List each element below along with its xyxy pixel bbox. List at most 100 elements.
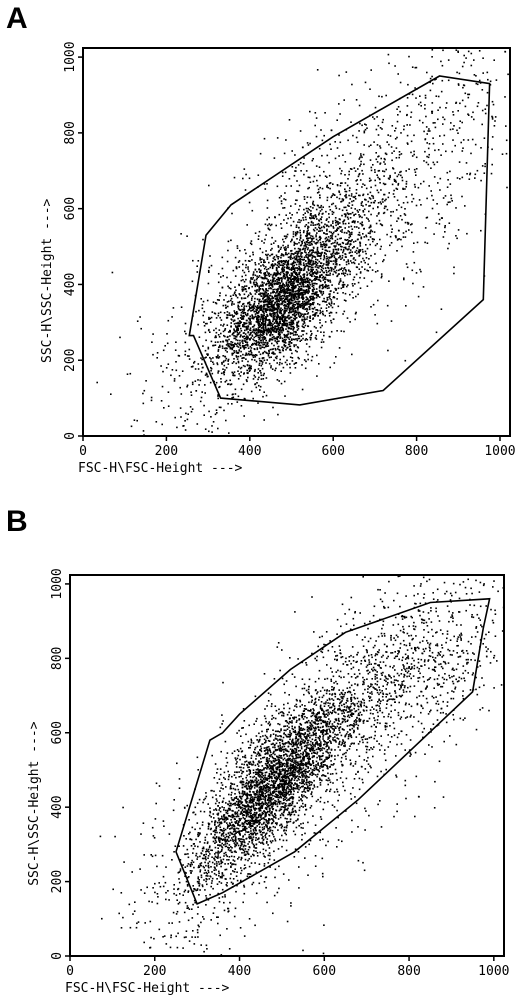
- event-dot: [239, 342, 241, 344]
- event-dot: [315, 215, 317, 218]
- event-dot: [338, 74, 340, 77]
- event-dot: [362, 153, 365, 156]
- event-dot: [294, 300, 297, 303]
- event-dot: [339, 256, 341, 258]
- event-dot: [204, 331, 207, 334]
- event-dot: [255, 281, 257, 284]
- event-dot: [350, 195, 353, 197]
- event-dot: [232, 320, 235, 323]
- event-dot: [272, 323, 274, 326]
- event-dot: [253, 310, 255, 313]
- event-dot: [286, 265, 289, 268]
- event-dot: [279, 336, 282, 338]
- event-dot: [234, 342, 236, 345]
- event-dot: [264, 316, 267, 318]
- event-dot: [272, 288, 274, 291]
- event-dot: [219, 316, 221, 319]
- event-dot: [424, 138, 426, 141]
- event-dot: [351, 247, 354, 249]
- event-dot: [304, 278, 306, 281]
- event-dot: [274, 240, 277, 242]
- event-dot: [243, 168, 246, 170]
- event-dot: [263, 282, 265, 284]
- event-dot: [349, 217, 352, 219]
- event-dot: [200, 298, 202, 300]
- event-dot: [290, 217, 292, 219]
- x-axis-title: FSC-H\FSC-Height --->: [78, 461, 243, 476]
- event-dot: [307, 176, 310, 179]
- event-dot: [254, 356, 257, 358]
- scatter-plot-b: 0 200 400 600 800 100002004006008001000FSC-H\…: [27, 568, 509, 996]
- event-dot: [328, 303, 331, 305]
- event-dot: [410, 111, 413, 114]
- event-dot: [444, 231, 446, 233]
- event-dot: [445, 107, 447, 109]
- event-dot: [268, 789, 270, 792]
- event-dot: [278, 304, 280, 306]
- event-dot: [340, 248, 342, 251]
- event-dot: [208, 328, 210, 331]
- event-dot: [243, 397, 246, 400]
- event-dot: [270, 302, 273, 304]
- event-dot: [347, 230, 349, 232]
- event-dot: [252, 329, 255, 332]
- event-dot: [383, 207, 386, 210]
- event-dot: [223, 347, 226, 350]
- event-dot: [274, 826, 276, 829]
- event-dot: [210, 416, 212, 418]
- event-dot: [219, 346, 221, 348]
- event-dot: [319, 322, 321, 324]
- event-dot: [257, 320, 260, 322]
- event-dot: [263, 293, 266, 296]
- event-dot: [384, 199, 386, 202]
- event-dot: [341, 170, 343, 172]
- event-dot: [315, 243, 317, 245]
- event-dot: [374, 179, 376, 182]
- event-dot: [330, 266, 332, 269]
- event-dot: [210, 367, 213, 370]
- event-dot: [345, 71, 348, 73]
- event-dot: [457, 229, 460, 231]
- event-dot: [237, 370, 239, 372]
- event-dot: [345, 247, 347, 250]
- event-dot: [364, 198, 366, 201]
- event-dot: [287, 300, 290, 302]
- event-dot: [396, 136, 398, 139]
- event-dot: [223, 334, 225, 337]
- event-dot: [338, 197, 341, 200]
- event-dot: [244, 344, 247, 346]
- event-dot: [192, 365, 194, 368]
- event-dot: [274, 349, 277, 351]
- event-dot: [297, 164, 300, 166]
- event-dot: [379, 145, 381, 147]
- event-dot: [232, 396, 235, 399]
- event-dot: [447, 179, 449, 181]
- event-dot: [420, 105, 422, 107]
- event-dot: [260, 374, 263, 377]
- event-dot: [231, 403, 233, 405]
- event-dot: [310, 242, 313, 245]
- event-dot: [347, 218, 350, 220]
- event-dot: [254, 315, 257, 317]
- event-dot: [465, 57, 467, 59]
- event-dot: [354, 240, 357, 242]
- event-dot: [501, 153, 504, 155]
- event-dot: [301, 307, 304, 309]
- event-dot: [298, 255, 300, 258]
- event-dot: [277, 323, 279, 326]
- event-dot: [251, 278, 254, 280]
- event-dot: [283, 247, 285, 249]
- event-dot: [323, 226, 326, 229]
- event-dot: [244, 329, 246, 332]
- event-dot: [318, 236, 321, 239]
- event-dot: [230, 322, 232, 324]
- event-dot: [281, 303, 283, 306]
- event-dot: [258, 290, 260, 292]
- event-dot: [208, 318, 210, 320]
- event-dot: [142, 402, 145, 405]
- event-dot: [332, 220, 334, 223]
- event-dot: [279, 264, 281, 266]
- event-dot: [320, 221, 323, 224]
- event-dot: [343, 310, 346, 313]
- event-dot: [290, 349, 292, 351]
